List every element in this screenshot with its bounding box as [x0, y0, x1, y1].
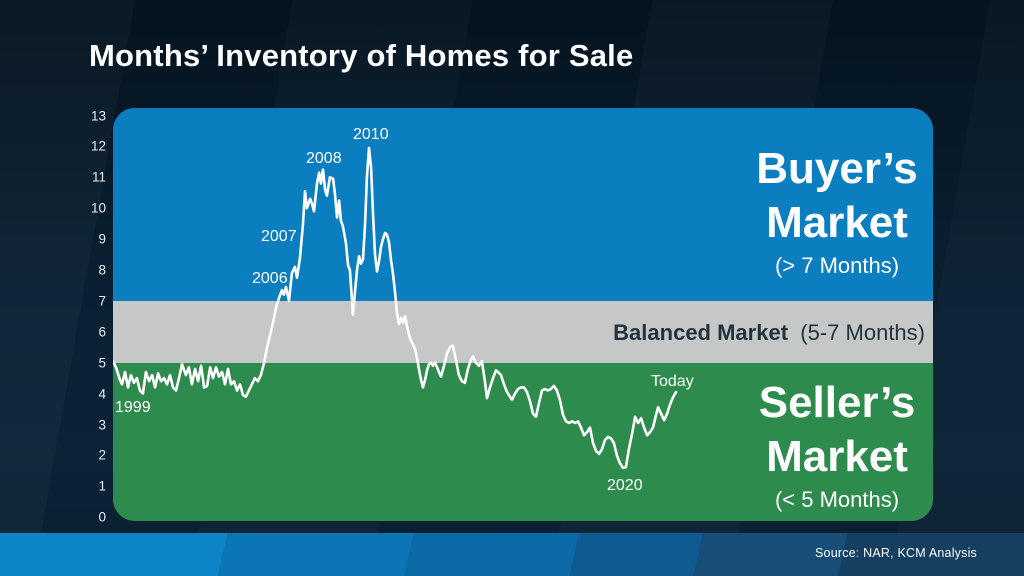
annotation-2008: 2008	[306, 150, 342, 167]
footer-stripe: Source: NAR, KCM Analysis	[0, 533, 1024, 576]
y-axis-tick-8: 8	[98, 262, 106, 278]
buyers-market-title-line2: Market	[766, 198, 908, 247]
y-axis-tick-6: 6	[98, 324, 106, 340]
page-title: Months’ Inventory of Homes for Sale	[89, 38, 634, 73]
y-axis-tick-2: 2	[98, 447, 106, 463]
y-axis-tick-9: 9	[98, 231, 106, 247]
chart-area: Buyer’s Market (> 7 Months) Balanced Mar…	[113, 108, 933, 521]
balanced-market-zone	[113, 300, 933, 363]
balanced-market-label: Balanced Market (5-7 Months)	[525, 320, 925, 346]
sellers-market-title-line1: Seller’s	[758, 378, 916, 427]
y-axis-tick-4: 4	[98, 386, 106, 402]
annotation-1999: 1999	[115, 399, 151, 416]
buyers-market-title-line1: Buyer’s	[756, 144, 918, 193]
annotation-2007: 2007	[261, 228, 297, 245]
annotation-today: Today	[651, 373, 694, 390]
buyers-market-subtitle: (> 7 Months)	[774, 253, 900, 278]
source-text: Source: NAR, KCM Analysis	[815, 546, 977, 560]
y-axis-tick-10: 10	[90, 200, 106, 216]
buyers-market-label: Buyer’s Market (> 7 Months)	[747, 142, 927, 280]
y-axis-tick-3: 3	[98, 417, 106, 432]
y-axis-tick-12: 12	[90, 138, 106, 154]
y-axis-tick-13: 13	[90, 108, 106, 123]
y-axis-tick-7: 7	[98, 293, 106, 309]
sellers-market-title-line2: Market	[766, 432, 908, 481]
y-axis-tick-5: 5	[98, 355, 106, 371]
annotation-2020: 2020	[607, 477, 643, 494]
sellers-market-label: Seller’s Market (< 5 Months)	[747, 376, 927, 514]
inventory-line-chart	[113, 146, 678, 470]
balanced-market-label-note: (5-7 Months)	[800, 320, 925, 345]
annotation-2006: 2006	[252, 270, 288, 287]
balanced-market-label-bold: Balanced Market	[613, 320, 789, 345]
y-axis-tick-1: 1	[98, 478, 106, 494]
y-axis: 13 12 11 10 9 8 7 6 5 4 3 2 1 0	[64, 108, 106, 525]
annotation-2010: 2010	[353, 126, 389, 143]
sellers-market-subtitle: (< 5 Months)	[774, 487, 900, 512]
inventory-line	[113, 146, 678, 470]
y-axis-tick-0: 0	[98, 509, 106, 525]
y-axis-tick-11: 11	[91, 169, 106, 185]
buyers-market-zone	[113, 108, 933, 301]
